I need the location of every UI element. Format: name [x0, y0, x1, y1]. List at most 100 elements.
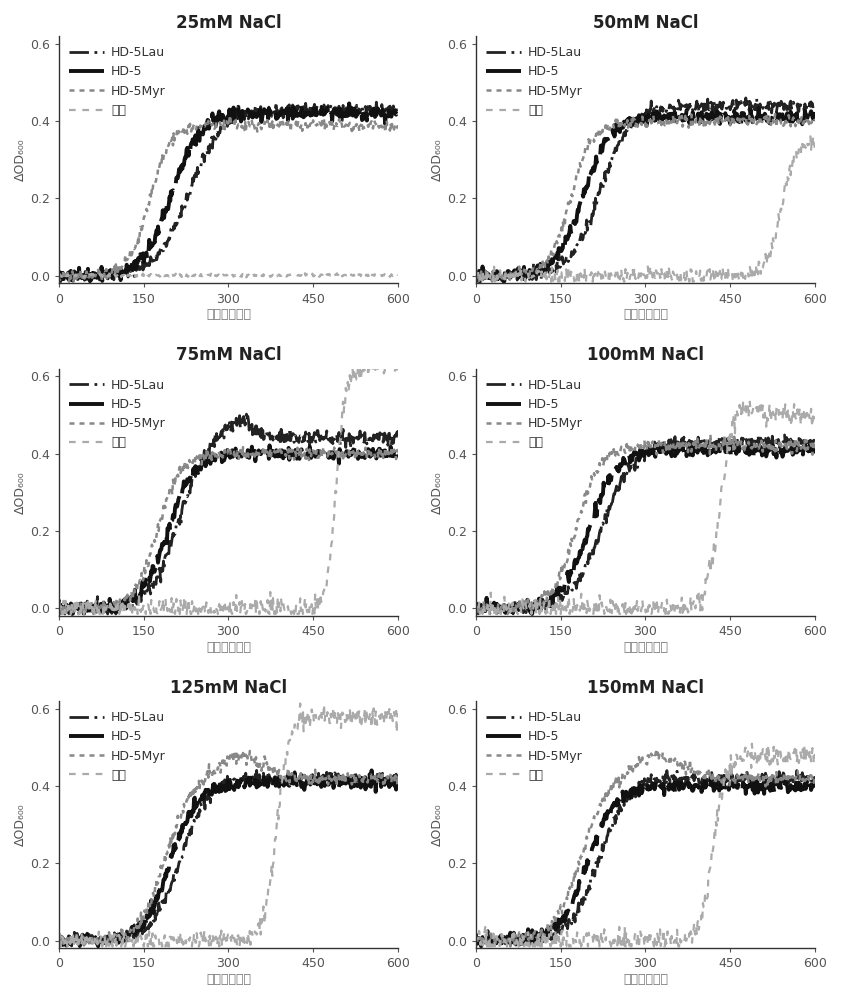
HD-5 — [659, 437, 669, 449]
对照 — [217, 601, 227, 613]
HD-5Myr — [215, 450, 225, 462]
HD-5Myr — [674, 443, 684, 455]
HD-5Myr — [225, 109, 235, 121]
HD-5Myr — [674, 758, 685, 770]
HD-5Lau — [257, 109, 267, 121]
HD-5 — [810, 446, 820, 458]
HD-5Myr — [218, 118, 228, 130]
Title: 125mM NaCl: 125mM NaCl — [170, 679, 287, 697]
对照 — [54, 270, 64, 282]
HD-5 — [238, 448, 248, 460]
HD-5 — [215, 452, 225, 464]
HD-5 — [632, 779, 643, 791]
对照 — [141, 267, 151, 279]
HD-5 — [218, 109, 228, 121]
HD-5Myr — [393, 770, 403, 782]
HD-5 — [332, 106, 342, 118]
Y-axis label: ΔOD₆₀₀: ΔOD₆₀₀ — [431, 139, 444, 181]
HD-5Myr — [803, 440, 813, 452]
对照 — [471, 269, 481, 281]
HD-5Lau — [810, 436, 820, 448]
Line: HD-5Myr: HD-5Myr — [476, 435, 815, 614]
对照 — [237, 600, 247, 612]
HD-5Myr — [218, 451, 228, 463]
X-axis label: 时间（分钟）: 时间（分钟） — [623, 641, 668, 654]
HD-5Myr — [803, 111, 813, 123]
HD-5Myr — [257, 765, 267, 777]
对照 — [632, 605, 643, 617]
对照 — [333, 710, 343, 722]
HD-5Myr — [257, 120, 267, 132]
对照 — [256, 595, 266, 607]
HD-5 — [332, 776, 342, 788]
HD-5 — [773, 771, 783, 783]
HD-5Lau — [632, 789, 643, 801]
HD-5Myr — [632, 440, 643, 452]
对照 — [471, 598, 481, 610]
Title: 25mM NaCl: 25mM NaCl — [176, 14, 281, 32]
对照 — [79, 272, 89, 284]
HD-5Lau — [372, 96, 382, 108]
HD-5Myr — [393, 448, 403, 460]
对照 — [802, 139, 812, 151]
HD-5Myr — [230, 744, 240, 756]
HD-5 — [674, 779, 684, 791]
对照 — [806, 130, 816, 142]
HD-5Myr — [674, 112, 684, 124]
对照 — [810, 748, 820, 760]
HD-5Lau — [810, 772, 820, 784]
HD-5 — [635, 118, 645, 130]
HD-5 — [471, 936, 481, 948]
对照 — [745, 396, 755, 408]
对照 — [750, 403, 760, 415]
Legend: HD-5Lau, HD-5, HD-5Myr, 对照: HD-5Lau, HD-5, HD-5Myr, 对照 — [482, 375, 587, 453]
HD-5Lau — [251, 764, 262, 776]
HD-5Myr — [803, 770, 813, 782]
HD-5Myr — [655, 114, 665, 126]
HD-5 — [632, 447, 643, 459]
Line: HD-5Myr: HD-5Myr — [476, 752, 815, 946]
HD-5Lau — [803, 437, 813, 449]
Legend: HD-5Lau, HD-5, HD-5Myr, 对照: HD-5Lau, HD-5, HD-5Myr, 对照 — [65, 375, 170, 453]
对照 — [479, 276, 489, 288]
对照 — [810, 145, 820, 157]
HD-5 — [54, 935, 64, 947]
Line: 对照: 对照 — [59, 359, 398, 614]
HD-5 — [803, 107, 813, 119]
对照 — [810, 413, 820, 425]
Title: 50mM NaCl: 50mM NaCl — [593, 14, 698, 32]
HD-5Lau — [61, 940, 71, 952]
HD-5 — [750, 443, 760, 455]
HD-5Myr — [239, 120, 249, 132]
HD-5 — [471, 607, 481, 619]
HD-5Lau — [674, 776, 684, 788]
HD-5Myr — [471, 605, 481, 617]
HD-5Lau — [471, 604, 481, 616]
对照 — [54, 608, 64, 620]
对照 — [216, 269, 226, 281]
HD-5Myr — [333, 119, 343, 131]
Y-axis label: ΔOD₆₀₀: ΔOD₆₀₀ — [431, 471, 444, 514]
对照 — [747, 738, 757, 750]
HD-5 — [674, 444, 685, 456]
Legend: HD-5Lau, HD-5, HD-5Myr, 对照: HD-5Lau, HD-5, HD-5Myr, 对照 — [65, 707, 170, 786]
HD-5 — [749, 113, 759, 125]
HD-5Lau — [218, 424, 228, 436]
Line: 对照: 对照 — [59, 273, 398, 278]
Line: HD-5: HD-5 — [59, 103, 398, 282]
HD-5Myr — [635, 438, 645, 450]
对照 — [332, 471, 342, 483]
HD-5Lau — [54, 603, 64, 615]
对照 — [239, 269, 249, 281]
HD-5 — [655, 443, 665, 455]
HD-5Myr — [749, 114, 759, 126]
HD-5Myr — [810, 448, 820, 460]
HD-5Myr — [54, 599, 64, 611]
HD-5 — [386, 111, 396, 123]
HD-5Lau — [215, 121, 225, 133]
HD-5 — [393, 450, 403, 462]
HD-5Myr — [750, 773, 760, 785]
Legend: HD-5Lau, HD-5, HD-5Myr, 对照: HD-5Lau, HD-5, HD-5Myr, 对照 — [482, 42, 587, 121]
HD-5 — [257, 776, 267, 788]
Line: 对照: 对照 — [476, 136, 815, 282]
